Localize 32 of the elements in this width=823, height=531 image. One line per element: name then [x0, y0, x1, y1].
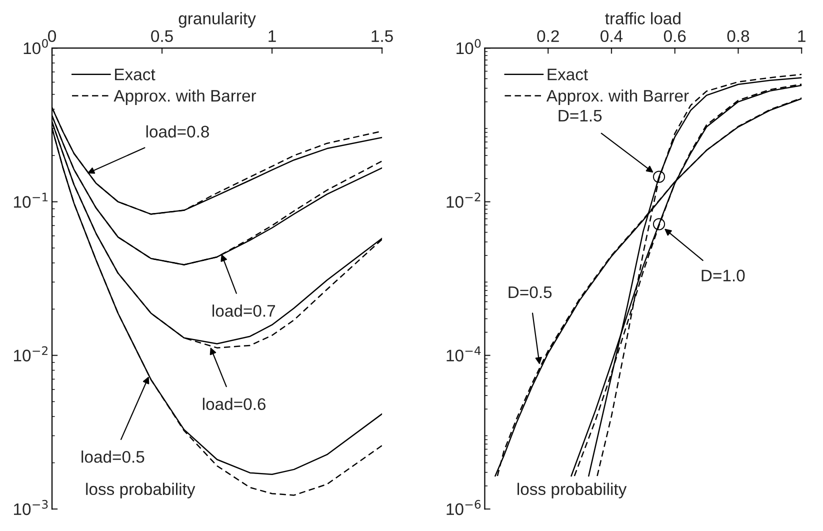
annotation: load=0.8 [146, 125, 209, 138]
x-axis-title: granularity [178, 12, 256, 28]
x-axis-title: traffic load [605, 12, 680, 24]
y-axis-title: loss probability [86, 482, 196, 498]
legend-label: Exact [115, 68, 156, 80]
y-tick-label: 10$^{−2}$ [446, 192, 480, 208]
annotation: D=0.5 [508, 286, 552, 298]
legend-label: Exact [548, 68, 588, 80]
y-tick-label: 10$^{0}$ [456, 38, 481, 54]
y-tick-label: 10$^{0}$ [24, 38, 48, 54]
x-tick-label: 0.4 [600, 30, 623, 42]
x-tick-label: 1.5 [372, 30, 393, 42]
annotation: D=1.0 [702, 270, 745, 282]
annotation: load=0.5 [82, 450, 144, 463]
y-tick-label: 10$^{−1}$ [14, 192, 48, 208]
x-tick-label: 0.8 [727, 30, 750, 42]
annotation: load=0.7 [212, 304, 276, 317]
y-axis-title: loss probability [518, 482, 627, 498]
y-tick-label: 10$^{−2}$ [14, 346, 48, 362]
legend-label: Approx. with Barrer [546, 89, 689, 106]
x-tick-label: 1 [798, 30, 806, 42]
annotation: load=0.6 [202, 398, 266, 410]
y-tick-label: 10$^{−4}$ [446, 346, 481, 362]
y-tick-label: 10$^{−3}$ [14, 500, 48, 516]
x-tick-label: 0.5 [151, 30, 173, 42]
x-tick-label: 1 [268, 30, 276, 42]
y-tick-label: 10$^{−6}$ [446, 500, 481, 516]
legend-label: Approx. with Barrer [114, 89, 256, 106]
annotation: D=1.5 [558, 110, 602, 122]
x-tick-label: 0.2 [537, 30, 559, 42]
x-tick-label: 0 [48, 30, 56, 42]
x-tick-label: 0.6 [664, 30, 686, 42]
